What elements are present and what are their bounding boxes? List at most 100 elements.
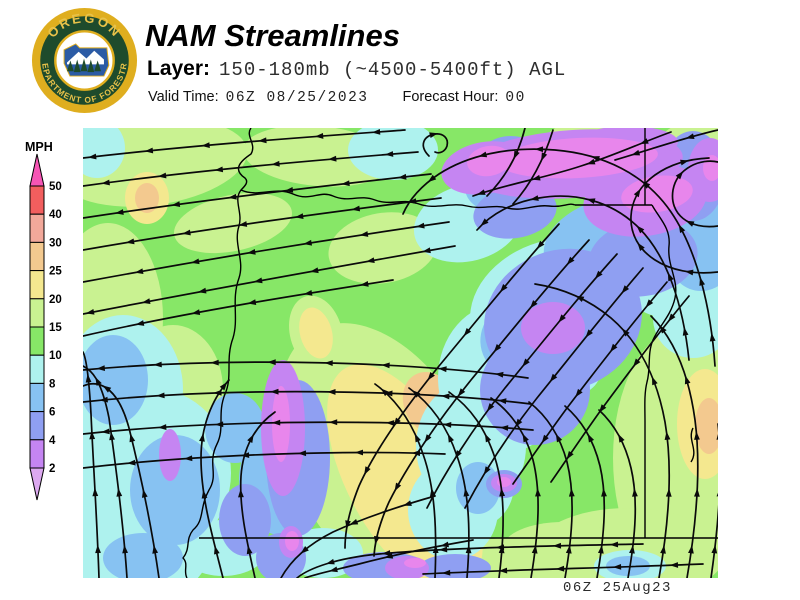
streamline-arrowhead xyxy=(384,151,394,157)
streamline-arrowhead xyxy=(303,289,313,296)
streamline-arrowhead xyxy=(397,173,407,180)
legend-tick-label: 40 xyxy=(49,209,62,221)
streamline-arrowhead xyxy=(384,390,393,397)
streamline-arrowhead xyxy=(325,558,335,565)
streamline-arrowhead xyxy=(364,466,371,475)
streamline-arrowhead xyxy=(597,545,604,554)
streamline-arrowhead xyxy=(610,343,618,353)
legend-tick-label: 8 xyxy=(49,378,56,390)
streamline-arrowhead xyxy=(411,450,421,457)
streamline-arrowhead xyxy=(534,146,544,153)
streamline-arrowhead xyxy=(366,257,375,264)
streamline-arrowhead xyxy=(476,189,486,195)
streamline-arrowhead xyxy=(351,205,361,212)
legend-cell xyxy=(29,270,45,300)
page-title: NAM Streamlines xyxy=(145,18,400,53)
streamline xyxy=(83,221,450,283)
streamline-arrowhead xyxy=(442,421,452,428)
streamline-arrowhead xyxy=(191,309,201,316)
streamline xyxy=(598,409,637,578)
streamline-arrowhead xyxy=(199,433,205,442)
streamline-arrowhead xyxy=(684,375,691,385)
streamline-arrowhead xyxy=(535,488,541,497)
streamline-arrowhead xyxy=(483,466,491,475)
streamline-arrowhead xyxy=(541,152,548,162)
logo-trees xyxy=(66,58,102,73)
streamline-arrowhead xyxy=(465,544,472,554)
streamline-arrowhead xyxy=(328,419,338,426)
streamline-arrowhead xyxy=(381,362,390,369)
legend-cell xyxy=(29,213,45,243)
streamline-arrowhead xyxy=(95,377,102,386)
streamline-arrowhead xyxy=(438,366,447,373)
streamline-arrowhead xyxy=(247,299,257,305)
state-borders xyxy=(182,128,718,578)
streamline-arrowhead xyxy=(498,544,505,554)
streamline-arrowhead xyxy=(480,218,489,227)
streamline-arrowhead xyxy=(101,179,110,186)
streamline xyxy=(83,421,534,435)
valid-time-value: 06Z 08/25/2023 xyxy=(225,90,369,106)
streamline-arrowhead xyxy=(294,213,304,219)
layer-label: Layer: xyxy=(147,57,211,80)
streamline-arrowhead xyxy=(89,430,96,440)
streamline-arrowhead xyxy=(197,287,207,294)
streamline-arrowhead xyxy=(345,520,351,529)
streamline-arrowhead xyxy=(585,329,593,338)
legend-arrow-down xyxy=(29,467,45,501)
streamline-arrowhead xyxy=(270,388,279,395)
streamline-arrowhead xyxy=(247,248,256,255)
streamline-arrowhead xyxy=(497,398,507,405)
streamline-arrowhead xyxy=(384,552,394,559)
streamline-arrowhead xyxy=(95,544,101,554)
legend-cell xyxy=(29,326,45,356)
streamline-arrowhead xyxy=(664,431,671,441)
streamline-arrowhead xyxy=(568,488,575,497)
streamline-arrowhead xyxy=(618,433,625,443)
streamline-arrowhead xyxy=(609,541,619,548)
streamline-arrowhead xyxy=(135,320,145,326)
legend-arrow-up xyxy=(29,153,45,187)
streamline-arrowhead xyxy=(214,421,224,428)
streamline-arrowhead xyxy=(631,149,641,156)
streamline-arrowhead xyxy=(374,535,380,545)
streamline-arrowhead xyxy=(309,267,319,274)
streamline-arrowhead xyxy=(190,258,200,265)
streamline-arrowhead xyxy=(240,452,250,459)
streamline-arrowhead xyxy=(127,459,136,466)
streamline-arrowhead xyxy=(201,142,210,148)
streamline-arrowhead xyxy=(412,390,421,398)
legend-cell xyxy=(29,241,45,272)
streamline-arrowhead xyxy=(637,242,645,252)
streamline-arrowhead xyxy=(447,433,455,443)
legend-tick-label: 20 xyxy=(49,294,62,306)
streamline-arrowhead xyxy=(685,133,695,139)
streamline-arrowhead xyxy=(441,393,450,400)
streamline-arrowhead xyxy=(438,546,448,553)
streamline-arrowhead xyxy=(575,388,583,398)
streamline-arrowhead xyxy=(87,153,97,160)
streamline-arrowhead xyxy=(678,224,686,234)
streamline-arrowhead xyxy=(454,450,462,459)
streamline-arrowhead xyxy=(440,541,449,548)
streamline-arrowhead xyxy=(380,388,389,397)
streamline-arrowhead xyxy=(587,433,595,443)
streamline-arrowhead xyxy=(422,247,431,254)
streamline-arrowhead xyxy=(424,434,432,443)
forecast-hour-value: 00 xyxy=(505,90,526,106)
streamline-arrowhead xyxy=(300,546,309,554)
streamline-arrowhead xyxy=(612,563,622,570)
streamline-arrowhead xyxy=(381,550,391,556)
streamline-arrowhead xyxy=(144,147,154,154)
streamline-arrowhead xyxy=(214,545,220,555)
streamline-arrowhead xyxy=(680,159,689,166)
streamline-arrowhead xyxy=(565,545,572,554)
legend-unit-label: MPH xyxy=(25,140,53,154)
legend-tick-label: 25 xyxy=(49,266,62,278)
streamline-arrowhead xyxy=(327,389,336,395)
streamline xyxy=(614,129,718,161)
streamline-arrowhead xyxy=(129,433,136,443)
streamline-arrowhead xyxy=(122,544,128,554)
streamline-arrowhead xyxy=(621,285,630,294)
